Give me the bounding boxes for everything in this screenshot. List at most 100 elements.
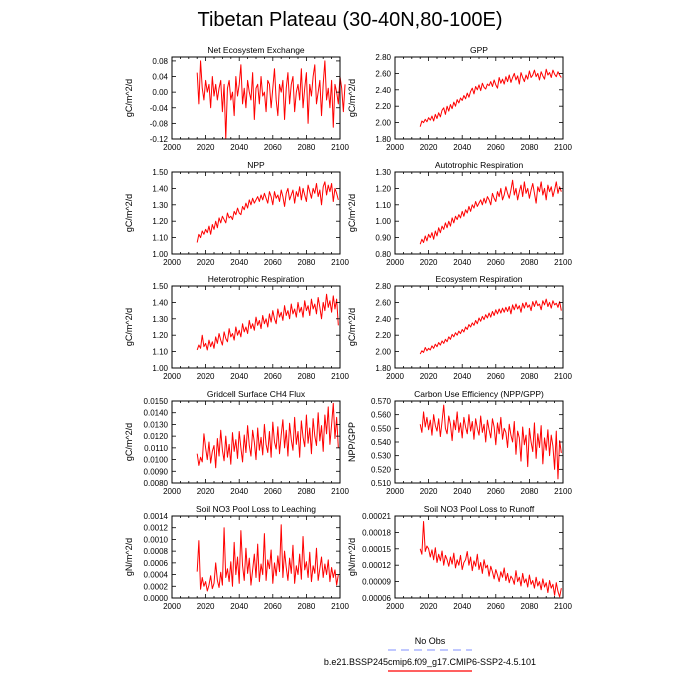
x-tick-label: 2040 — [453, 487, 471, 496]
x-tick-label: 2100 — [554, 602, 572, 611]
x-tick-label: 2020 — [197, 143, 215, 152]
y-tick-label: 0.520 — [371, 465, 392, 474]
x-tick-label: 2020 — [420, 258, 438, 267]
y-tick-label: 0.0110 — [144, 444, 168, 453]
x-tick-label: 2100 — [331, 602, 349, 611]
y-tick-label: 2.80 — [375, 53, 391, 62]
y-tick-label: 0.00018 — [362, 528, 391, 537]
series-line — [419, 298, 562, 355]
x-tick-label: 2040 — [230, 487, 248, 496]
x-tick-label: 2060 — [487, 143, 505, 152]
x-tick-label: 2040 — [230, 372, 248, 381]
y-tick-label: 1.20 — [152, 217, 168, 226]
y-tick-label: 1.10 — [375, 201, 391, 210]
x-tick-label: 2080 — [521, 143, 539, 152]
y-tick-label: 0.00015 — [362, 545, 391, 554]
y-tick-label: 0.550 — [371, 424, 392, 433]
y-tick-label: 0.0090 — [144, 467, 169, 476]
plot-frame — [394, 285, 564, 369]
panel-title: Heterotrophic Respiration — [208, 274, 305, 284]
y-tick-label: 1.10 — [152, 234, 168, 243]
y-tick-label: 0.04 — [152, 73, 168, 82]
panel-title: Autotrophic Respiration — [435, 160, 524, 170]
series-line — [196, 524, 339, 592]
panel-autotrophic-respiration: Autotrophic Respiration gC/m^2/d 2000 2020 2… — [347, 160, 572, 267]
y-tick-label: 1.20 — [375, 184, 391, 193]
y-tick-label: 2.20 — [375, 331, 391, 340]
x-tick-label: 2080 — [521, 487, 539, 496]
y-tick-label: 0.0014 — [144, 512, 169, 521]
x-tick-label: 2000 — [386, 487, 404, 496]
y-tick-label: 0.00021 — [362, 512, 391, 521]
x-tick-label: 2040 — [453, 372, 471, 381]
x-tick-label: 2100 — [331, 372, 349, 381]
x-tick-label: 2000 — [386, 143, 404, 152]
y-tick-label: 0.0150 — [144, 397, 169, 406]
legend-line-obs — [388, 649, 472, 651]
panel-title: Soil NO3 Pool Loss to Runoff — [424, 504, 535, 514]
panel-heterotrophic-respiration: Heterotrophic Respiration gC/m^2/d 2000 202… — [124, 274, 349, 381]
y-tick-label: 1.00 — [152, 364, 168, 373]
y-tick-label: 2.40 — [375, 315, 391, 324]
plot-frame — [171, 515, 341, 599]
y-tick-label: 2.60 — [375, 298, 391, 307]
legend: No Obs b.e21.BSSP245cmip6.f09_g17.CMIP6-… — [300, 636, 560, 680]
x-tick-label: 2080 — [298, 487, 316, 496]
x-tick-label: 2100 — [331, 143, 349, 152]
y-tick-label: 0.540 — [371, 438, 392, 447]
x-tick-label: 2000 — [386, 372, 404, 381]
panel-title: NPP — [247, 160, 265, 170]
x-tick-label: 2000 — [386, 602, 404, 611]
y-tick-label: 1.50 — [152, 168, 168, 177]
y-tick-label: 0.570 — [371, 397, 392, 406]
y-axis-label: gC/m^2/d — [347, 79, 357, 117]
series-line — [196, 293, 339, 351]
x-tick-label: 2080 — [521, 258, 539, 267]
plot-frame — [171, 400, 341, 484]
x-tick-label: 2080 — [298, 602, 316, 611]
x-tick-label: 2080 — [298, 143, 316, 152]
y-tick-label: 0.0140 — [144, 409, 169, 418]
y-tick-label: 2.00 — [375, 119, 391, 128]
y-tick-label: -0.12 — [150, 135, 169, 144]
panel-ecosystem-respiration: Ecosystem Respiration gC/m^2/d 2000 2020 204… — [347, 274, 572, 381]
figure-title: Tibetan Plateau (30-40N,80-100E) — [197, 9, 503, 31]
x-tick-label: 2060 — [264, 602, 282, 611]
panel-title: Gridcell Surface CH4 Flux — [207, 389, 306, 399]
panel-soil-no3-pool-loss-to-runoff: Soil NO3 Pool Loss to Runoff gN/m^2/d 2000… — [347, 504, 572, 611]
panel-title: Ecosystem Respiration — [436, 274, 523, 284]
x-tick-label: 2000 — [163, 372, 181, 381]
x-tick-label: 2000 — [163, 258, 181, 267]
x-tick-label: 2100 — [554, 487, 572, 496]
x-tick-label: 2060 — [264, 258, 282, 267]
y-tick-label: 0.0080 — [144, 479, 169, 488]
y-tick-label: 0.0004 — [144, 571, 169, 580]
y-tick-label: 0.90 — [375, 234, 391, 243]
x-tick-label: 2100 — [554, 143, 572, 152]
x-tick-label: 2020 — [420, 372, 438, 381]
y-tick-label: 0.00 — [152, 88, 168, 97]
y-tick-label: 0.0002 — [144, 582, 169, 591]
panel-title: GPP — [470, 45, 488, 55]
y-tick-label: 1.00 — [152, 250, 168, 259]
y-axis-label: gN/m^2/d — [124, 538, 134, 576]
x-tick-label: 2040 — [230, 602, 248, 611]
y-tick-label: 1.20 — [152, 331, 168, 340]
y-tick-label: 1.40 — [152, 184, 168, 193]
y-axis-label: gC/m^2/d — [124, 194, 134, 232]
y-tick-label: 0.0006 — [144, 559, 169, 568]
x-tick-label: 2020 — [420, 143, 438, 152]
panel-carbon-use-efficiency-npp-gpp: Carbon Use Efficiency (NPP/GPP) NPP/GPP 20… — [347, 389, 572, 496]
x-tick-label: 2020 — [197, 372, 215, 381]
x-tick-label: 2080 — [298, 258, 316, 267]
y-axis-label: gC/m^2/d — [347, 194, 357, 232]
y-tick-label: 0.530 — [371, 452, 392, 461]
x-tick-label: 2020 — [420, 602, 438, 611]
panel-npp: NPP gC/m^2/d 2000 2020 2040 2060 2080 2100 1.00 1… — [124, 160, 349, 267]
y-axis-label: gC/m^2/d — [124, 308, 134, 346]
x-tick-label: 2080 — [521, 372, 539, 381]
y-tick-label: 0.0008 — [144, 547, 169, 556]
y-tick-label: 0.80 — [375, 250, 391, 259]
y-tick-label: 2.60 — [375, 69, 391, 78]
x-tick-label: 2000 — [163, 602, 181, 611]
